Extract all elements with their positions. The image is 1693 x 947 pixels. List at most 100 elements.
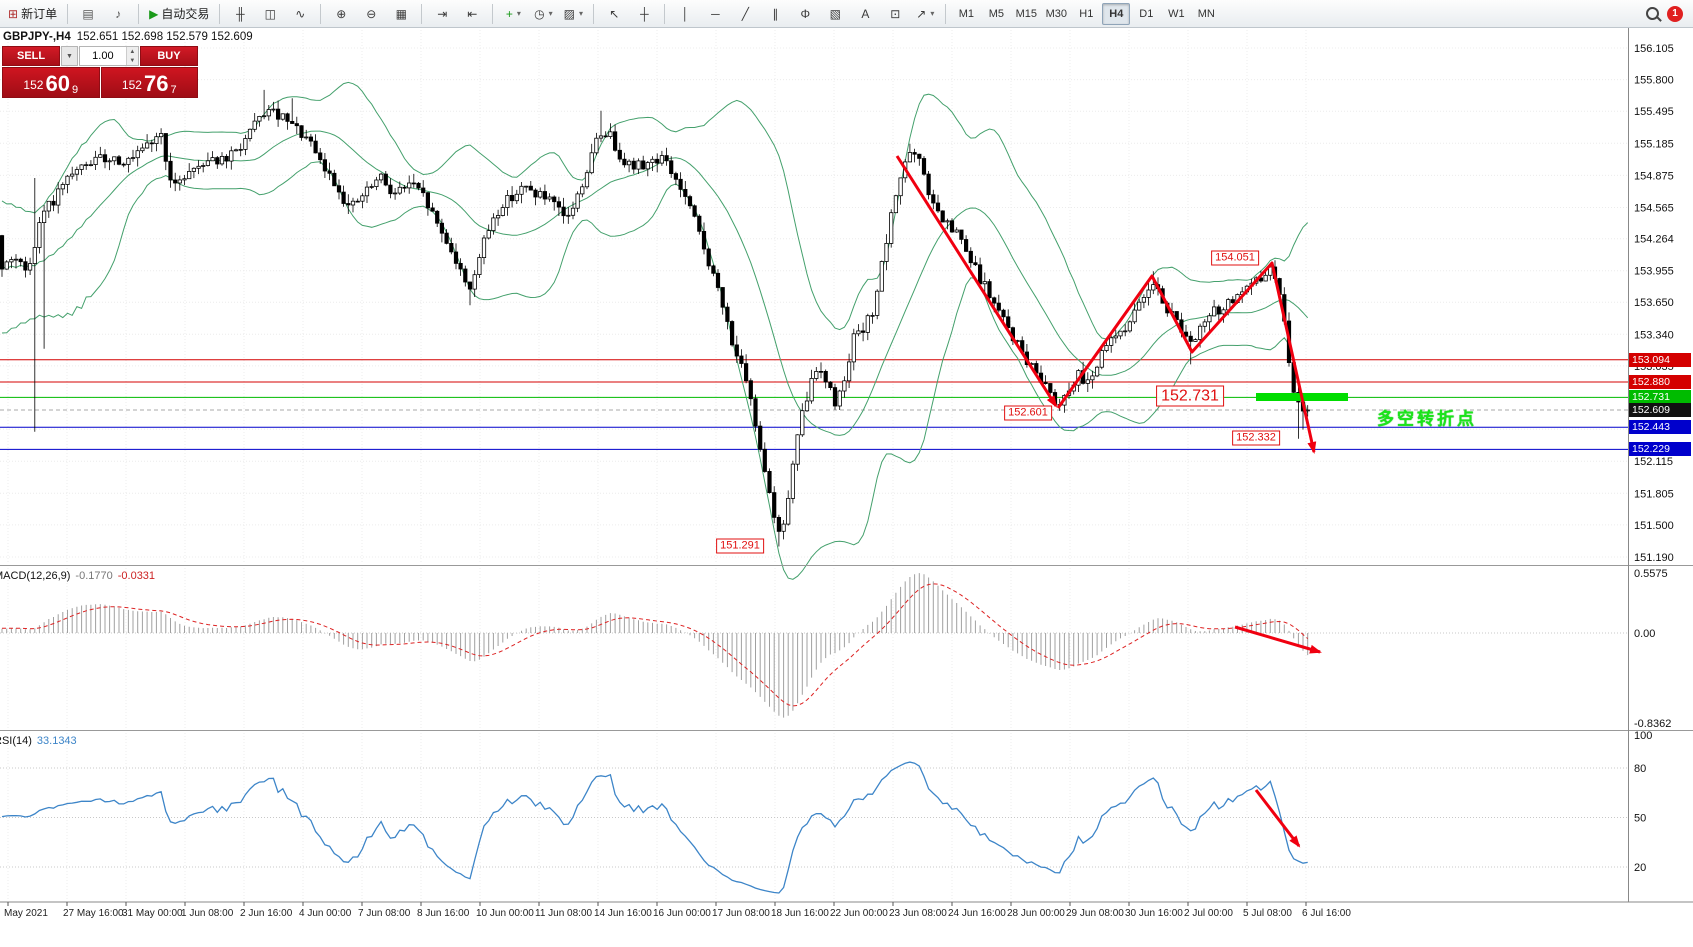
toolbar-separator [664, 3, 666, 24]
macd-indicator [0, 573, 1628, 718]
ohlc-values: 152.651 152.698 152.579 152.609 [76, 31, 253, 43]
label-button[interactable]: ⊡ [881, 2, 909, 26]
svg-text:151.500: 151.500 [1634, 520, 1674, 532]
timeframe-h4[interactable]: H4 [1102, 2, 1131, 25]
svg-text:155.800: 155.800 [1634, 75, 1674, 87]
cursor-button[interactable]: ↖ [600, 2, 628, 26]
timeframe-h1[interactable]: H1 [1079, 7, 1094, 20]
trend-arrow-zigzag[interactable] [1056, 261, 1317, 454]
zoom-in-button[interactable]: ⊕ [327, 2, 355, 26]
print-button[interactable]: ▤ [74, 2, 102, 26]
chevron-down-icon: ▾ [578, 9, 583, 18]
add-indicator-icon: + [505, 6, 513, 21]
candlestick-chart-icon: ◫ [264, 6, 276, 21]
text-button[interactable]: A [851, 2, 879, 26]
svg-text:153.340: 153.340 [1634, 329, 1674, 341]
svg-text:80: 80 [1634, 763, 1646, 775]
rsi-name: RSI(14) [0, 735, 32, 747]
sell-price-base: 152 [23, 78, 44, 92]
rsi-arrow[interactable] [1254, 789, 1301, 848]
auto-scroll-button[interactable]: ⇥ [428, 2, 456, 26]
channel-button[interactable]: ∥ [761, 2, 789, 26]
sell-price-button[interactable]: 152 60 9 [2, 67, 100, 98]
svg-text:24 Jun 16:00: 24 Jun 16:00 [948, 908, 1006, 919]
bollinger-bands [1, 81, 1309, 580]
templates-button[interactable]: ▨ ▾ [559, 2, 587, 26]
buy-price-base: 152 [121, 78, 142, 92]
price-label-152-601[interactable]: 152.601 [1004, 405, 1052, 421]
fibonacci-button[interactable]: Φ [791, 2, 819, 26]
chart-shift-button[interactable]: ⇤ [458, 2, 486, 26]
trendline-button[interactable]: ╱ [731, 2, 759, 26]
candlestick-chart-button[interactable]: ◫ [256, 2, 284, 26]
shapes-button[interactable]: ▧ [821, 2, 849, 26]
autotrade-button[interactable]: ▶ 自动交易 [145, 2, 213, 26]
svg-text:156.105: 156.105 [1634, 43, 1674, 55]
toolbar-separator [492, 3, 494, 24]
bar-chart-icon: ╫ [236, 6, 245, 21]
trend-arrow-down-1[interactable] [895, 155, 1058, 408]
svg-text:155.495: 155.495 [1634, 106, 1674, 118]
volume-input[interactable] [79, 47, 126, 65]
timeframe-mn[interactable]: MN [1197, 7, 1215, 20]
chart-header: GBPJPY-,H4 152.651 152.698 152.579 152.60… [3, 31, 253, 43]
price-badge-153-094: 153.094 [1629, 353, 1691, 367]
volume-up-button[interactable]: ▲ [126, 47, 138, 56]
crosshair-button[interactable]: ┼ [630, 2, 658, 26]
sell-price-pips: 60 [45, 71, 70, 96]
buy-price-point: 7 [170, 84, 177, 96]
volume-down-button[interactable]: ▼ [126, 56, 138, 65]
periods-button[interactable]: ◷ ▾ [529, 2, 557, 26]
buy-price-button[interactable]: 152 76 7 [100, 67, 198, 98]
svg-text:30 Jun 16:00: 30 Jun 16:00 [1125, 908, 1183, 919]
new-order-button[interactable]: ⊞ 新订单 [4, 2, 61, 26]
timeframe-m5[interactable]: M5 [988, 7, 1004, 20]
macd-arrow[interactable] [1234, 625, 1322, 654]
templates-icon: ▨ [563, 6, 575, 21]
zoom-out-button[interactable]: ⊖ [357, 2, 385, 26]
price-scale[interactable]: 156.105 155.800 155.495 155.185 154.875 154.5… [1634, 43, 1674, 874]
search-icon[interactable] [1646, 7, 1659, 20]
svg-text:16 Jun 00:00: 16 Jun 00:00 [653, 908, 711, 919]
text-icon: A [861, 6, 870, 21]
svg-text:8 Jun 16:00: 8 Jun 16:00 [417, 908, 470, 919]
add-indicator-button[interactable]: + ▾ [499, 2, 527, 26]
sell-button[interactable]: SELL [2, 46, 61, 66]
price-label-154-051[interactable]: 154.051 [1211, 250, 1259, 266]
horizontal-line-button[interactable]: ─ [701, 2, 729, 26]
symbol-period-label: GBPJPY-,H4 [3, 31, 71, 43]
shapes-icon: ▧ [829, 6, 841, 21]
tile-windows-button[interactable]: ▦ [387, 2, 415, 26]
horizontal-levels[interactable] [0, 359, 1628, 450]
crosshair-icon: ┼ [640, 6, 649, 21]
price-label-152-332[interactable]: 152.332 [1232, 430, 1280, 446]
svg-text:6 Jul 16:00: 6 Jul 16:00 [1302, 908, 1351, 919]
svg-text:5 Jul 08:00: 5 Jul 08:00 [1243, 908, 1292, 919]
notification-badge[interactable]: 1 [1667, 5, 1683, 22]
timeframe-w1[interactable]: W1 [1168, 7, 1185, 20]
svg-text:27 May 16:00: 27 May 16:00 [63, 908, 124, 919]
arrows-tool-button[interactable]: ↗ ▾ [911, 2, 939, 26]
trade-options-dropdown[interactable]: ▼ [61, 46, 78, 66]
svg-text:151.805: 151.805 [1634, 488, 1674, 500]
arrows-tool-icon: ↗ [916, 6, 927, 21]
macd-name: MACD(12,26,9) [0, 570, 71, 582]
vertical-line-button[interactable]: │ [671, 2, 699, 26]
timeframe-d1[interactable]: D1 [1139, 7, 1154, 20]
price-label-152-731[interactable]: 152.731 [1156, 385, 1224, 407]
toolbar-separator [138, 3, 140, 24]
price-label-151-291[interactable]: 151.291 [716, 538, 764, 554]
timeframe-m30[interactable]: M30 [1045, 7, 1068, 20]
line-chart-button[interactable]: ∿ [286, 2, 314, 26]
alerts-button[interactable]: ♪ [104, 2, 132, 26]
timeframe-m1[interactable]: M1 [958, 7, 974, 20]
price-badge-152-609: 152.609 [1629, 403, 1691, 417]
buy-button[interactable]: BUY [139, 46, 198, 66]
fibonacci-icon: Φ [800, 6, 811, 21]
chart-shift-icon: ⇤ [467, 6, 478, 21]
bar-chart-button[interactable]: ╫ [226, 2, 254, 26]
timeframe-m15[interactable]: M15 [1015, 7, 1038, 20]
turning-point-text[interactable]: 多空转折点 [1377, 409, 1477, 429]
